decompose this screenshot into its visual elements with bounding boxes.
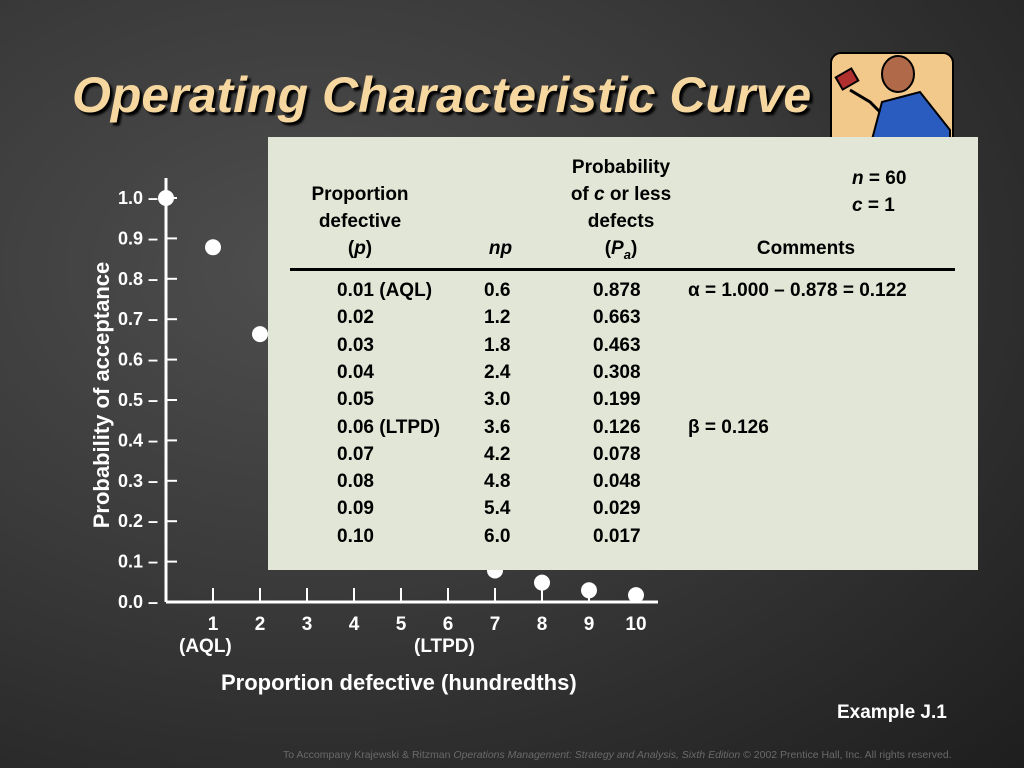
example-label: Example J.1 bbox=[837, 702, 947, 723]
cell-proportion: 0.02 bbox=[337, 307, 374, 329]
x-annotation-ltpd: (LTPD) bbox=[414, 636, 475, 657]
sample-params: n = 60 c = 1 bbox=[852, 168, 907, 216]
cell-np: 6.0 bbox=[484, 525, 511, 547]
y-tick-label: 0.8 – bbox=[118, 269, 158, 289]
x-tick-label: 4 bbox=[349, 614, 360, 635]
data-point bbox=[581, 582, 597, 599]
cell-comment: α = 1.000 – 0.878 = 0.122 bbox=[688, 280, 907, 301]
y-tick-label: 0.3 – bbox=[118, 471, 158, 491]
cell-proportion: 0.08 bbox=[337, 471, 374, 493]
y-tick-label: 0.4 – bbox=[118, 430, 158, 450]
x-tick-label: 7 bbox=[490, 614, 501, 635]
x-tick-label: 5 bbox=[396, 614, 407, 635]
cell-np: 3.6 bbox=[484, 416, 511, 438]
param-c: 1 bbox=[884, 195, 895, 216]
cell-proportion: 0.06 (LTPD) bbox=[337, 416, 441, 438]
cell-proportion: 0.05 bbox=[337, 389, 374, 411]
x-tick-label: 3 bbox=[302, 614, 313, 635]
data-table-panel: Proportion defective (p) np Probability … bbox=[268, 137, 978, 570]
cell-probability: 0.078 bbox=[593, 443, 641, 465]
cell-probability: 0.199 bbox=[593, 389, 641, 411]
cell-probability: 0.878 bbox=[593, 280, 641, 301]
data-point bbox=[628, 587, 644, 604]
y-tick-label: 0.5 – bbox=[118, 390, 158, 410]
y-tick-label: 0.6 – bbox=[118, 350, 158, 370]
header-proportion: Proportion defective (p) bbox=[311, 184, 409, 259]
cell-np: 1.8 bbox=[484, 334, 511, 356]
x-annotation-aql: (AQL) bbox=[179, 636, 232, 657]
cell-proportion: 0.07 bbox=[337, 443, 374, 465]
x-axis-title: Proportion defective (hundredths) bbox=[221, 670, 577, 695]
data-point bbox=[534, 574, 550, 591]
cell-probability: 0.029 bbox=[593, 498, 641, 520]
cell-probability: 0.308 bbox=[593, 361, 641, 383]
y-tick-label: 0.7 – bbox=[118, 309, 158, 329]
slide-title: Operating Characteristic Curve bbox=[72, 67, 812, 123]
data-point bbox=[158, 190, 174, 206]
cell-np: 0.6 bbox=[484, 280, 511, 301]
header-comments: Comments bbox=[756, 238, 856, 259]
cell-probability: 0.017 bbox=[593, 525, 641, 547]
x-tick-label: 2 bbox=[255, 614, 266, 635]
cell-probability: 0.663 bbox=[593, 307, 641, 329]
cell-np: 3.0 bbox=[484, 389, 511, 411]
footer-credit: To Accompany Krajewski & Ritzman Operati… bbox=[283, 749, 952, 761]
cell-comment: β = 0.126 bbox=[688, 416, 769, 438]
x-tick-label: 10 bbox=[625, 614, 646, 635]
y-tick-label: 0.2 – bbox=[118, 511, 158, 531]
data-point bbox=[252, 326, 268, 343]
cell-proportion: 0.01 (AQL) bbox=[337, 280, 433, 301]
x-tick-label: 9 bbox=[584, 614, 595, 635]
cell-probability: 0.463 bbox=[593, 334, 641, 356]
x-tick-label: 6 bbox=[443, 614, 454, 635]
y-tick-label: 1.0 – bbox=[118, 188, 158, 208]
cell-proportion: 0.03 bbox=[337, 334, 374, 356]
cell-np: 4.2 bbox=[484, 443, 511, 465]
y-tick-label: 0.0 – bbox=[118, 592, 158, 612]
y-tick-label: 0.1 – bbox=[118, 552, 158, 572]
x-tick-label: 1 bbox=[208, 614, 219, 635]
cell-probability: 0.126 bbox=[593, 416, 641, 438]
cell-np: 4.8 bbox=[484, 471, 511, 493]
data-point bbox=[205, 239, 221, 256]
cell-proportion: 0.09 bbox=[337, 498, 374, 520]
cell-proportion: 0.04 bbox=[337, 361, 374, 383]
cell-probability: 0.048 bbox=[593, 471, 641, 493]
header-rule bbox=[290, 268, 955, 271]
cell-np: 1.2 bbox=[484, 307, 511, 329]
cell-np: 2.4 bbox=[484, 361, 511, 383]
header-probability: Probability of c or less defects (Pa) bbox=[570, 157, 672, 262]
y-tick-label: 0.9 – bbox=[118, 228, 158, 248]
cell-np: 5.4 bbox=[484, 498, 511, 520]
cell-proportion: 0.10 bbox=[337, 525, 374, 547]
x-tick-label: 8 bbox=[537, 614, 548, 635]
worker-clipart-icon bbox=[830, 52, 954, 147]
param-n: 60 bbox=[885, 168, 907, 189]
header-np: np bbox=[488, 238, 513, 259]
